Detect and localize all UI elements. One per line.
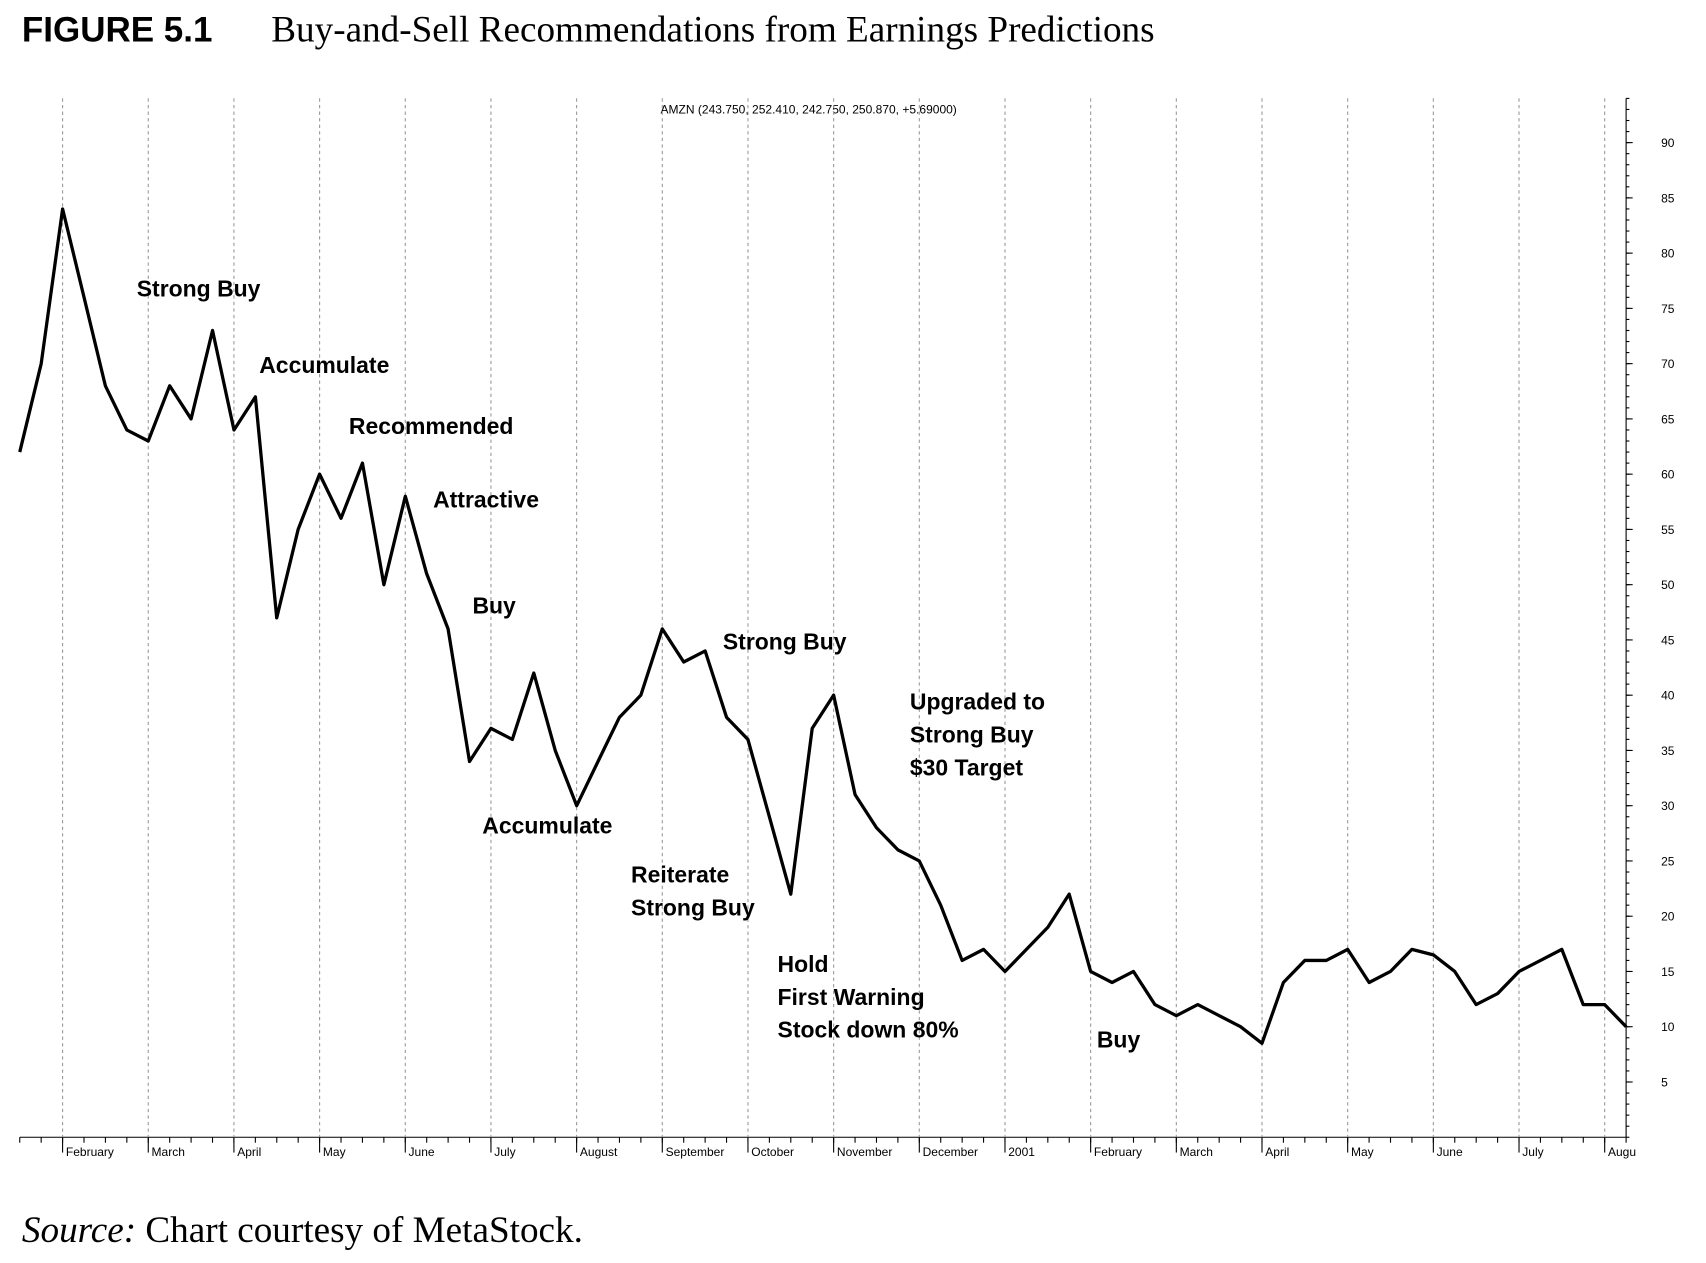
source-label: Source:: [22, 1210, 136, 1251]
y-tick-label: 15: [1661, 965, 1675, 979]
y-tick-label: 55: [1661, 523, 1675, 537]
x-tick-label: October: [751, 1145, 794, 1159]
annotation: Strong Buy: [723, 629, 847, 655]
y-tick-label: 20: [1661, 910, 1675, 924]
x-tick-label: July: [1522, 1145, 1543, 1159]
x-tick-label: July: [494, 1145, 515, 1159]
chart-subtitle: AMZN (243.750, 252.410, 242.750, 250.870…: [661, 103, 957, 117]
annotation: Upgraded to: [910, 689, 1045, 715]
x-tick-label: April: [237, 1145, 261, 1159]
x-tick-label: March: [152, 1145, 185, 1159]
x-tick-label: 2001: [1008, 1145, 1035, 1159]
annotation: Stock down 80%: [778, 1017, 959, 1043]
y-tick-label: 90: [1661, 136, 1675, 150]
annotation: Buy: [472, 592, 516, 618]
y-tick-label: 85: [1661, 191, 1675, 205]
y-tick-label: 70: [1661, 357, 1675, 371]
x-tick-label: September: [666, 1145, 725, 1159]
annotation: $30 Target: [910, 754, 1023, 780]
y-tick-label: 5: [1661, 1075, 1668, 1089]
x-tick-label: April: [1265, 1145, 1289, 1159]
chart-title: Buy-and-Sell Recommendations from Earnin…: [271, 10, 1154, 51]
y-tick-label: 65: [1661, 412, 1675, 426]
x-tick-label: December: [923, 1145, 978, 1159]
annotation: Recommended: [349, 413, 514, 439]
y-tick-label: 45: [1661, 633, 1675, 647]
y-tick-label: 50: [1661, 578, 1675, 592]
x-tick-label: May: [1351, 1145, 1374, 1159]
x-tick-label: May: [323, 1145, 346, 1159]
annotation: Accumulate: [482, 812, 612, 838]
y-tick-label: 80: [1661, 247, 1675, 261]
y-tick-label: 30: [1661, 799, 1675, 813]
annotation: Attractive: [433, 486, 539, 512]
source: Source: Chart courtesy of MetaStock.: [22, 1210, 583, 1251]
price-line: [18, 207, 1628, 1045]
annotation: Hold: [778, 951, 829, 977]
x-tick-label: June: [409, 1145, 435, 1159]
annotation: Strong Buy: [631, 894, 755, 920]
y-tick-label: 40: [1661, 689, 1675, 703]
y-tick-label: 60: [1661, 468, 1675, 482]
annotation: Accumulate: [259, 352, 389, 378]
x-tick-label: March: [1180, 1145, 1213, 1159]
x-tick-label: June: [1437, 1145, 1463, 1159]
annotation: Strong Buy: [137, 275, 261, 301]
x-tick-label: Augu: [1608, 1145, 1636, 1159]
annotation: Reiterate: [631, 861, 729, 887]
annotation: Strong Buy: [910, 721, 1034, 747]
figure-label: FIGURE 5.1: [22, 11, 213, 50]
x-tick-label: February: [66, 1145, 114, 1159]
y-tick-label: 35: [1661, 744, 1675, 758]
y-tick-label: 25: [1661, 854, 1675, 868]
x-tick-label: August: [580, 1145, 618, 1159]
x-tick-label: February: [1094, 1145, 1142, 1159]
annotation: Buy: [1097, 1027, 1141, 1053]
annotation: First Warning: [778, 984, 925, 1010]
x-tick-label: November: [837, 1145, 892, 1159]
y-tick-label: 10: [1661, 1020, 1675, 1034]
source-text: Chart courtesy of MetaStock.: [145, 1210, 583, 1251]
y-tick-label: 75: [1661, 302, 1675, 316]
